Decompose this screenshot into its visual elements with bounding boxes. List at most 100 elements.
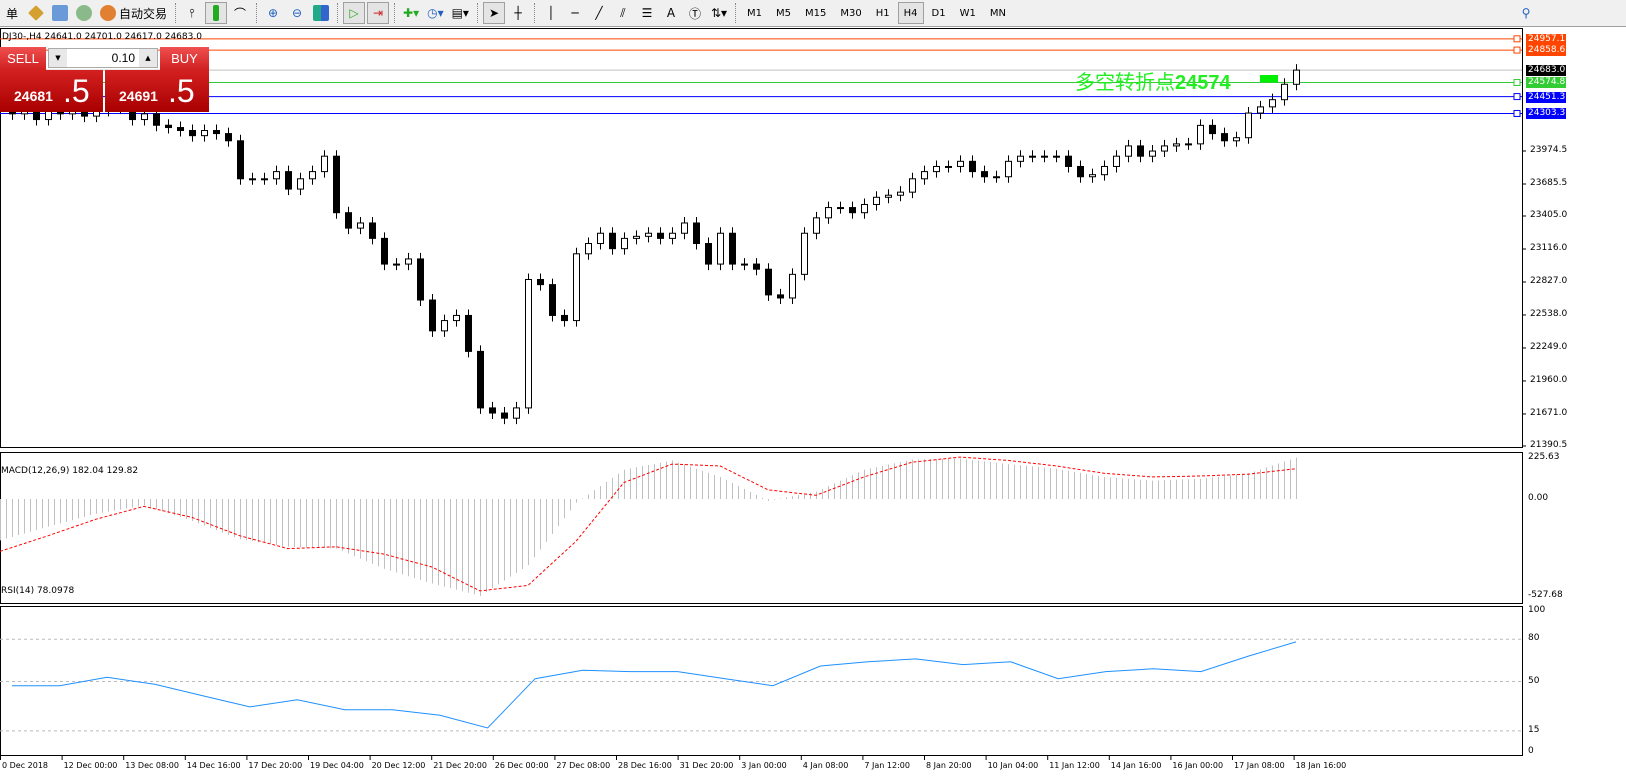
bear-candle	[849, 207, 856, 214]
rsi-axis-label: 15	[1528, 724, 1540, 735]
sell-price-button[interactable]: 24681 .5	[0, 70, 103, 112]
periods-icon[interactable]: ◷▾	[427, 6, 444, 20]
bear-candle	[489, 407, 496, 414]
period-d1[interactable]: D1	[931, 7, 946, 19]
auto-trade-label: 自动交易	[119, 6, 168, 21]
cursor-icon[interactable]: ➤	[482, 2, 505, 24]
period-mn[interactable]: MN	[989, 7, 1006, 19]
bear-candle	[1221, 133, 1228, 142]
auto-trade-icon	[100, 5, 116, 21]
auto-trade-button[interactable]: 自动交易	[97, 2, 170, 24]
zoom-out-icon[interactable]: ⊖	[291, 6, 303, 20]
time-axis-label: 13 Dec 08:00	[125, 761, 179, 770]
period-h4[interactable]: H4	[897, 2, 924, 24]
price-level-tag: 24858.6	[1526, 45, 1566, 57]
bear-candle	[609, 232, 616, 250]
horizontal-line-icon[interactable]: ─	[571, 6, 579, 20]
text-label-icon[interactable]: Ⓣ	[688, 6, 701, 21]
bear-candle	[285, 171, 292, 190]
bull-candle	[201, 130, 208, 137]
bull-candle	[897, 191, 904, 196]
bear-candle	[369, 222, 376, 239]
bear-candle	[981, 171, 988, 178]
fibo-icon[interactable]: ⫽	[620, 5, 626, 20]
bull-candle	[1053, 155, 1060, 158]
time-axis-label: 14 Dec 16:00	[186, 761, 241, 770]
bull-candle	[273, 171, 280, 180]
bear-candle	[345, 212, 352, 229]
bear-candle	[417, 258, 424, 301]
chart-shift-icon[interactable]: ⇥	[367, 2, 390, 24]
time-axis-label: 4 Jan 08:00	[802, 761, 849, 770]
templates-icon[interactable]: ▤▾	[451, 6, 469, 20]
bar-chart-icon[interactable]: ⫯	[189, 5, 195, 20]
price-axis-label: 23685.5	[1530, 177, 1568, 188]
period-w1[interactable]: W1	[959, 7, 976, 19]
text-icon[interactable]: A	[666, 6, 676, 20]
time-axis-label: 17 Dec 20:00	[248, 761, 303, 770]
time-axis-label: 27 Dec 08:00	[556, 761, 611, 770]
time-axis-label: 0 Dec 2018	[2, 761, 49, 770]
rsi-label: RSI(14) 78.0978	[1, 586, 75, 596]
chart-info: DJ30-,H4 24641.0 24701.0 24617.0 24683.0	[2, 32, 202, 42]
time-axis-label: 31 Dec 20:00	[679, 761, 734, 770]
bull-candle	[633, 235, 640, 239]
price-axis-label: 22249.0	[1530, 341, 1568, 352]
navigator-icon[interactable]	[49, 2, 71, 24]
bull-candle	[321, 155, 328, 173]
bear-candle	[549, 284, 556, 316]
zoom-in-icon[interactable]: ⊕	[267, 6, 279, 20]
lot-increase-button[interactable]: ▲	[139, 49, 157, 67]
bear-candle	[237, 140, 244, 180]
bull-candle	[357, 222, 364, 229]
market-watch-icon[interactable]	[25, 2, 47, 24]
period-h1[interactable]: H1	[875, 7, 890, 19]
period-m15[interactable]: M15	[805, 7, 827, 19]
rsi-axis-label: 0	[1528, 746, 1534, 756]
time-axis-label: 17 Jan 08:00	[1234, 761, 1285, 770]
trendline-icon[interactable]: ╱	[595, 6, 603, 20]
bear-candle	[501, 412, 508, 419]
time-axis-label: 19 Dec 04:00	[310, 761, 364, 770]
lot-value[interactable]: 0.10	[111, 51, 135, 65]
bull-candle	[873, 196, 880, 205]
period-m1[interactable]: M1	[747, 7, 763, 19]
toolbar-clipped-label[interactable]: 单	[5, 6, 18, 21]
time-axis-label: 7 Jan 12:00	[864, 761, 910, 770]
bull-candle	[741, 263, 748, 266]
period-m5[interactable]: M5	[776, 7, 792, 19]
signals-icon[interactable]	[73, 2, 95, 24]
candlestick-icon[interactable]	[205, 2, 228, 24]
bull-candle	[597, 232, 604, 245]
lot-decrease-button[interactable]: ▼	[49, 49, 67, 67]
bull-candle	[681, 222, 688, 234]
separator	[476, 3, 478, 23]
arrows-icon[interactable]: ⇅▾	[710, 6, 728, 20]
price-axis-label: 23116.0	[1530, 243, 1568, 253]
bear-candle	[189, 130, 196, 137]
buy-button[interactable]: BUY	[160, 47, 209, 70]
annotation-value: 24574	[1175, 72, 1231, 94]
turning-point-annotation: 多空转折点24574	[1075, 66, 1231, 95]
buy-price-button[interactable]: 24691 .5	[105, 70, 209, 112]
line-chart-icon[interactable]: ⌒	[234, 6, 247, 21]
tile-windows-icon[interactable]	[310, 2, 332, 24]
bull-candle	[1113, 155, 1120, 167]
bull-candle	[885, 194, 892, 198]
time-axis-label: 10 Jan 04:00	[987, 761, 1039, 770]
crosshair-icon[interactable]: ┼	[514, 6, 522, 20]
bull-candle	[1197, 124, 1204, 145]
bull-candle	[297, 178, 304, 190]
bull-candle	[1185, 143, 1192, 146]
period-m30[interactable]: M30	[840, 7, 862, 19]
vertical-line-icon[interactable]: │	[547, 6, 555, 20]
bull-candle	[1125, 145, 1132, 157]
lot-stepper[interactable]: ▼ 0.10 ▲	[48, 48, 158, 68]
autoscroll-icon[interactable]: ▷	[343, 2, 366, 24]
sell-button[interactable]: SELL	[0, 47, 46, 70]
bear-candle	[429, 299, 436, 332]
search-icon[interactable]: ⚲	[1521, 6, 1531, 20]
chart-canvas[interactable]	[0, 28, 1626, 776]
indicators-icon[interactable]: ✚▾	[403, 6, 420, 20]
fibo-fan-icon[interactable]: ☰	[641, 6, 653, 20]
